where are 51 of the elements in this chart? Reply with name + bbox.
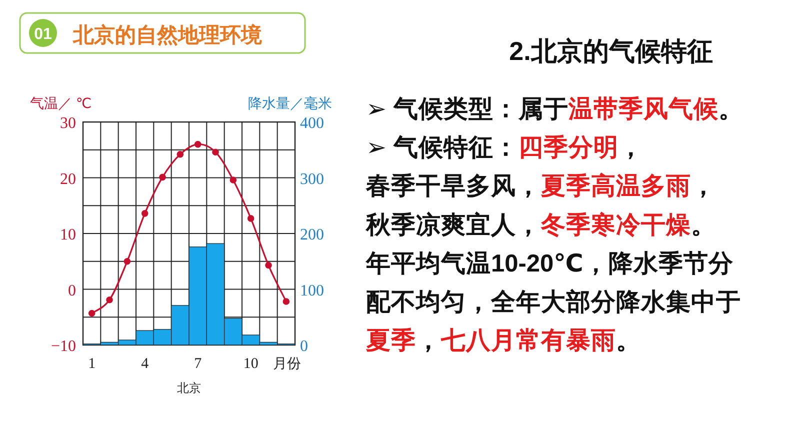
y-tick-label: −10 — [50, 338, 76, 355]
point — [265, 262, 272, 269]
point — [247, 215, 254, 222]
text: 。 — [691, 212, 716, 239]
text: ， — [416, 328, 441, 355]
text: 2.北京的气候特征 — [509, 36, 713, 66]
point — [282, 298, 290, 305]
x-tick-label: 7 — [194, 356, 202, 372]
text: 七八月常有暴雨 — [440, 326, 616, 355]
x-tick-label: 10 — [243, 356, 258, 372]
point — [106, 296, 113, 304]
point — [159, 174, 166, 181]
text: 年平均气温10-20℃，降水季节分 — [365, 249, 734, 278]
text: 秋季凉爽宜人， — [365, 210, 541, 239]
point — [88, 310, 96, 317]
y2-tick-label: 100 — [300, 282, 324, 300]
y-tick-label: 10 — [60, 226, 76, 244]
x-axis-title: 月份 — [273, 355, 301, 371]
y-tick-label: 30 — [60, 115, 76, 132]
text: 01 — [34, 26, 52, 43]
x-tick-label: 1 — [88, 356, 96, 372]
text: 温带季风气候 — [567, 95, 720, 123]
text: ， — [618, 134, 644, 162]
text: 北京的自然地理环境 — [72, 23, 262, 47]
text: ➢ 气候类型：属于 — [366, 95, 568, 123]
text: ➢ 气候特征： — [366, 134, 518, 162]
text: 冬季寒冷干燥 — [540, 210, 691, 239]
text: 夏季 — [365, 326, 416, 355]
y2-tick-label: 0 — [300, 338, 308, 355]
y2-tick-label: 300 — [300, 170, 324, 188]
text: 夏季高温多雨 — [540, 172, 691, 200]
x-tick-label: 4 — [141, 356, 150, 372]
text: 春季干旱多风， — [365, 172, 541, 200]
y-tick-label: 0 — [68, 282, 76, 300]
point — [230, 176, 237, 184]
point — [141, 210, 148, 217]
y2-tick-label: 400 — [300, 115, 324, 132]
text: ， — [691, 173, 716, 200]
text: 配不均匀，全年大部分降水集中于 — [366, 288, 741, 316]
y-tick-label: 20 — [60, 170, 76, 188]
point — [194, 140, 202, 148]
text: 。 — [718, 96, 744, 123]
y2-tick-label: 200 — [300, 226, 324, 244]
point — [124, 258, 131, 265]
text: 四季分明 — [518, 134, 618, 162]
text: 。 — [616, 328, 641, 355]
y-axis-title: 气温／ ℃ — [30, 95, 92, 111]
y2-axis-title: 降水量／毫米 — [248, 95, 332, 111]
text: 北京 — [177, 381, 201, 395]
point — [212, 148, 219, 156]
point — [176, 150, 184, 158]
